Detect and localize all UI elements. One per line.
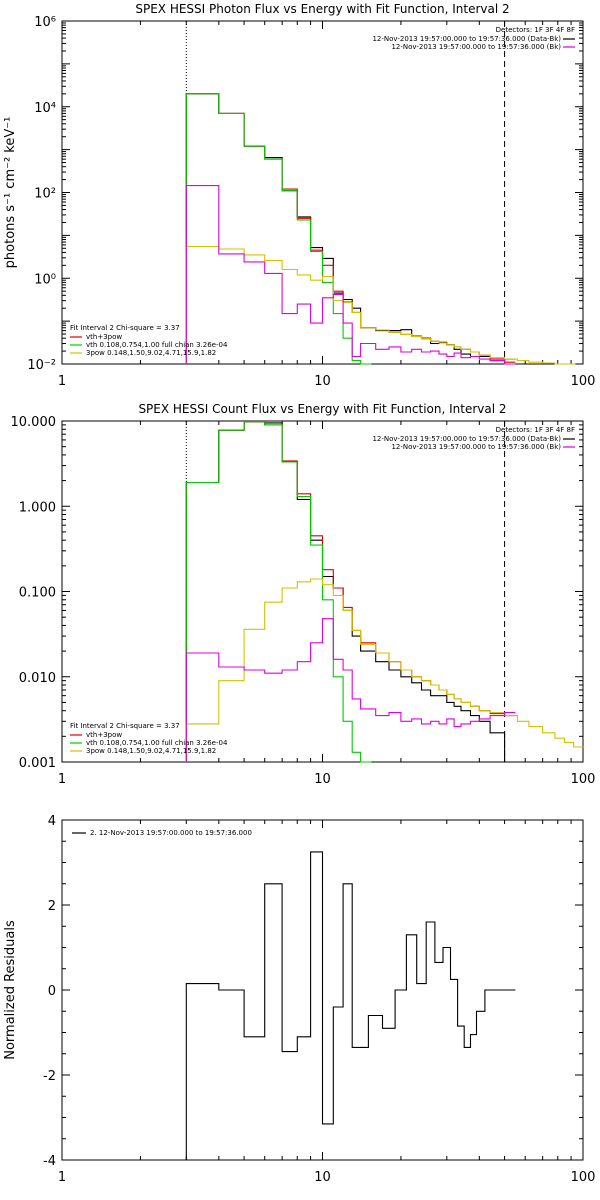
series-line-4 [185,578,585,762]
x-tick-label: 10 [314,1170,331,1185]
legend-entry-text: vth 0.108,0.754,1.00 full chian 3.26e-04 [86,341,228,349]
x-tick-label: 10 [314,772,331,787]
legend-entry-text: 12-Nov-2013 19:57:00.000 to 19:57:36.000… [391,443,561,451]
y-tick-label: -4 [43,1154,56,1169]
legend-entry-text: 2. 12-Nov-2013 19:57:00.000 to 19:57:36.… [90,829,252,837]
x-tick-label: 100 [571,374,596,389]
legend-entry-text: vth+3pow [86,731,122,739]
series-line-4 [185,245,576,365]
legend-entry-text: 3pow 0.148,1.50,9.02,4.71,15.9,1.82 [86,747,216,755]
legend-entry-text: 12-Nov-2013 19:57:00.000 to 19:57:36.000… [372,435,561,443]
y-tick-label: 1.000 [19,500,56,515]
y-tick-label: 10⁶ [34,15,56,30]
y-tick-label: 10⁻² [27,358,56,373]
x-tick-label: 1 [58,374,66,389]
x-tick-label: 1 [58,772,66,787]
chart-panel-2: SPEX HESSI Count Flux vs Energy with Fit… [11,402,596,787]
y-tick-label: 10⁴ [34,101,56,116]
legend-entry-text: 12-Nov-2013 19:57:00.000 to 19:57:36.000… [391,43,561,51]
chart-panel-1: SPEX HESSI Photon Flux vs Energy with Fi… [3,2,595,389]
chart-title: SPEX HESSI Count Flux vs Energy with Fit… [138,402,506,416]
y-tick-label: 10² [34,187,56,202]
chart-title: SPEX HESSI Photon Flux vs Energy with Fi… [135,2,509,16]
legend-header: Detectors: 1F 3F 4F 8F [496,426,575,434]
legend-entry-text: vth 0.108,0.754,1.00 full chian 3.26e-04 [86,739,228,747]
series-line-1 [185,851,516,1160]
y-tick-label: 0.010 [19,671,56,686]
series-line-5 [185,185,516,365]
series-line-3 [185,421,372,763]
y-axis-label: Normalized Residuals [3,920,18,1060]
legend-header: Detectors: 1F 3F 4F 8F [496,26,575,34]
legend-entry-text: vth+3pow [86,333,122,341]
y-tick-label: 10⁰ [34,272,56,287]
y-tick-label: 2 [48,899,56,914]
x-tick-label: 1 [58,1170,66,1185]
legend-entry-text: 3pow 0.148,1.50,9.02,4.71,15.9,1.82 [86,349,216,357]
y-tick-label: -2 [43,1069,56,1084]
y-tick-label: 0.100 [19,586,56,601]
y-tick-label: 4 [48,814,56,829]
legend-header: Fit Interval 2 Chi-square = 3.37 [70,324,180,332]
y-axis-label: photons s⁻¹ cm⁻² keV⁻¹ [3,117,18,269]
x-tick-label: 10 [314,374,331,389]
y-tick-label: 10.000 [11,415,57,430]
x-tick-label: 100 [571,1170,596,1185]
legend-entry-text: 12-Nov-2013 19:57:00.000 to 19:57:36.000… [372,35,561,43]
y-tick-label: 0 [48,984,56,999]
series-line-1 [185,421,516,763]
x-tick-label: 100 [571,772,596,787]
y-tick-label: 0.001 [19,756,56,771]
series-line-5 [185,618,516,762]
chart-panel-3: 1 10 100 -4 -2 0 2 4 Normalized Residuals 2. 12-N… [3,814,595,1185]
legend-header: Fit Interval 2 Chi-square = 3.37 [70,722,180,730]
